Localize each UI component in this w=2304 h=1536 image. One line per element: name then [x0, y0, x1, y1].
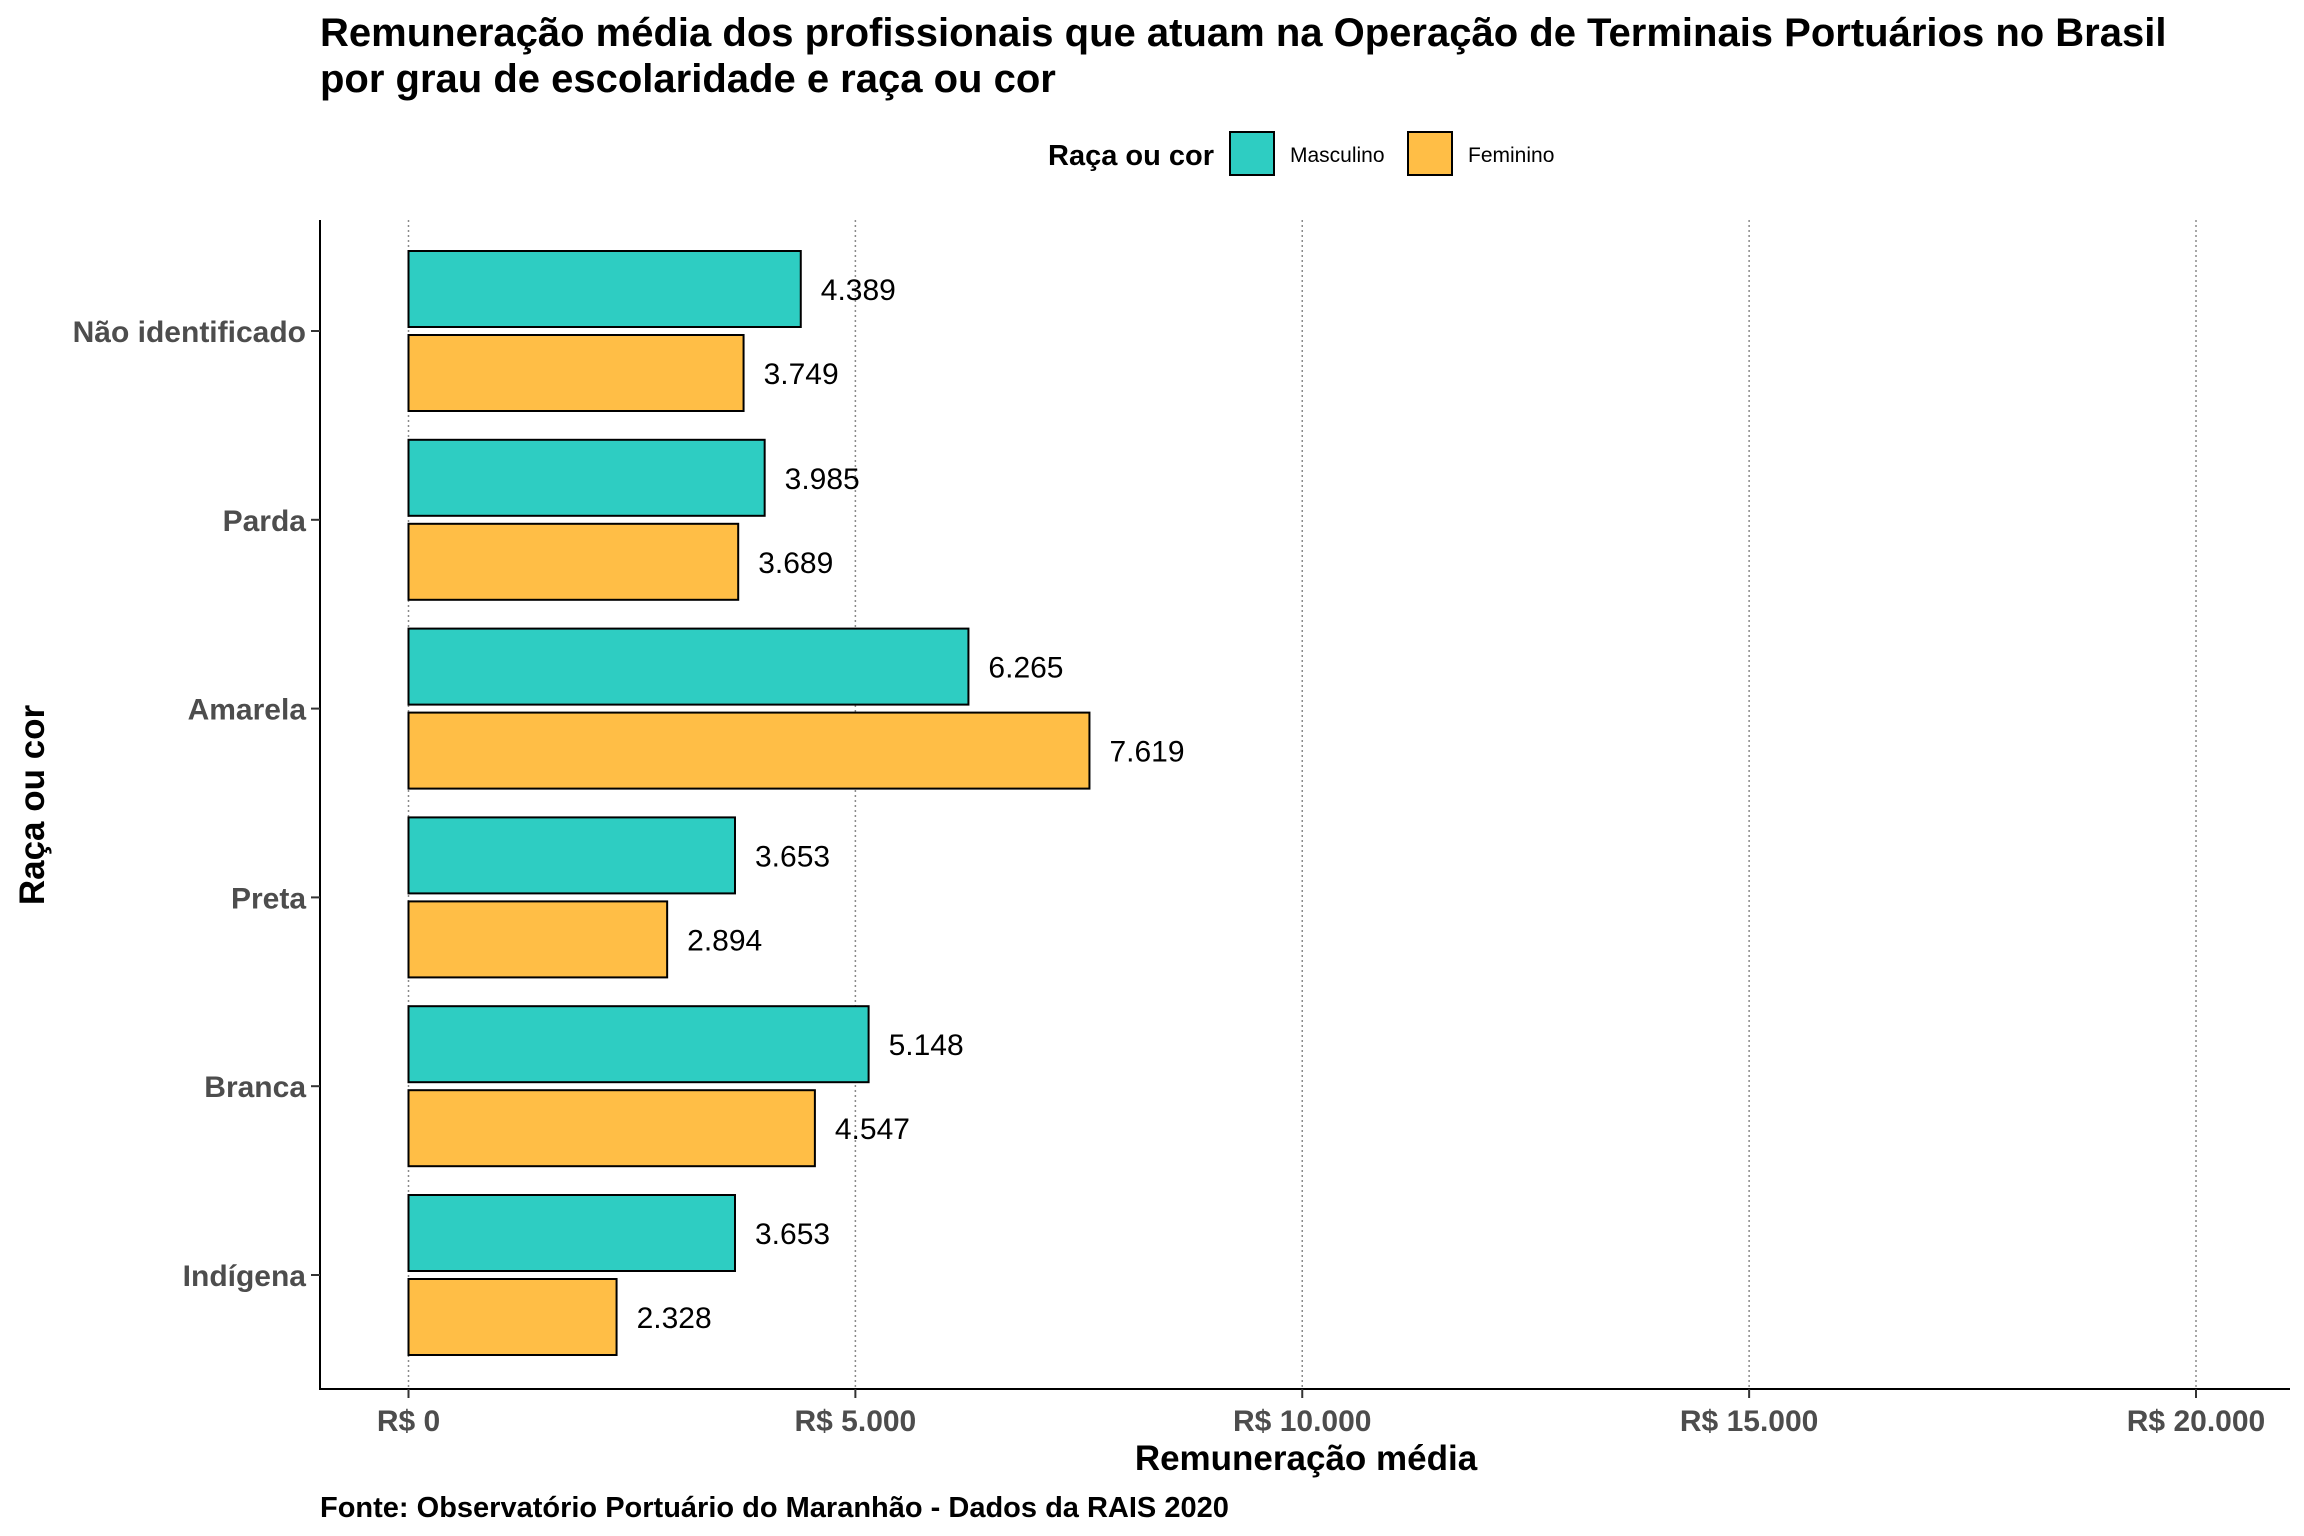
bar-feminino-indigena [407, 1278, 618, 1356]
x-axis-title: Remuneração média [1135, 1439, 1478, 1478]
bar-feminino-amarela [407, 711, 1091, 790]
data-label-masculino-indigena: 3.653 [755, 1218, 830, 1251]
data-label-feminino-amarela: 7.619 [1109, 736, 1184, 769]
data-label-masculino-branca: 5.148 [889, 1029, 964, 1062]
data-label-masculino-nao-identificado: 4.389 [821, 274, 896, 307]
data-label-masculino-preta: 3.653 [755, 840, 830, 873]
chart-subtitle: por grau de escolaridade e raça ou cor [320, 57, 1056, 101]
x-tick-label: R$ 5.000 [794, 1405, 916, 1438]
bar-feminino-parda [407, 522, 740, 601]
data-label-feminino-nao-identificado: 3.749 [764, 358, 839, 391]
legend-swatch-masculino [1229, 131, 1275, 176]
data-label-masculino-parda: 3.985 [785, 463, 860, 496]
bars: 4.389 3.749 3.985 3.689 6.265 7.619 3.653 2.894… [407, 250, 1185, 1356]
x-tick-label: R$ 20.000 [2127, 1405, 2265, 1438]
y-tick-label-nao-identificado: Não identificado [73, 316, 306, 349]
y-tick-label-preta: Preta [231, 882, 306, 915]
bar-masculino-parda [407, 438, 766, 517]
bar-masculino-nao-identificado [407, 250, 802, 328]
y-ticks: Não identificado Parda Amarela Preta Branca I… [73, 316, 320, 1293]
data-label-feminino-preta: 2.894 [687, 924, 762, 957]
y-axis-title: Raça ou cor [13, 704, 52, 905]
axes [319, 220, 2290, 1390]
legend-label-feminino: Feminino [1468, 144, 1554, 167]
x-tick-label: R$ 0 [377, 1405, 440, 1438]
bar-masculino-preta [407, 816, 736, 895]
data-label-masculino-amarela: 6.265 [988, 652, 1063, 685]
bar-feminino-preta [407, 900, 669, 979]
bar-masculino-indigena [407, 1194, 736, 1272]
bar-masculino-amarela [407, 627, 970, 706]
bar-feminino-nao-identificado [407, 334, 745, 412]
x-tick-label: R$ 10.000 [1233, 1405, 1371, 1438]
legend-swatch-feminino [1407, 131, 1453, 176]
data-label-feminino-branca: 4.547 [835, 1113, 910, 1146]
source-caption: Fonte: Observatório Portuário do Maranhã… [320, 1492, 1229, 1524]
legend-label-masculino: Masculino [1290, 144, 1385, 167]
y-tick-label-amarela: Amarela [188, 694, 307, 727]
legend: Raça ou cor Masculino Feminino [1048, 131, 1554, 176]
data-label-feminino-indigena: 2.328 [637, 1302, 712, 1335]
y-tick-label-branca: Branca [204, 1071, 306, 1104]
data-label-feminino-parda: 3.689 [758, 547, 833, 580]
legend-title: Raça ou cor [1048, 140, 1214, 172]
chart-title: Remuneração média dos profissionais que … [320, 11, 2166, 55]
y-tick-label-parda: Parda [223, 505, 307, 538]
x-tick-label: R$ 15.000 [1680, 1405, 1818, 1438]
bar-masculino-branca [407, 1005, 870, 1084]
y-tick-label-indigena: Indígena [183, 1260, 307, 1293]
x-ticks: R$ 0 R$ 5.000 R$ 10.000 R$ 15.000 R$ 20.000 [377, 1389, 2265, 1438]
bar-feminino-branca [407, 1089, 816, 1168]
